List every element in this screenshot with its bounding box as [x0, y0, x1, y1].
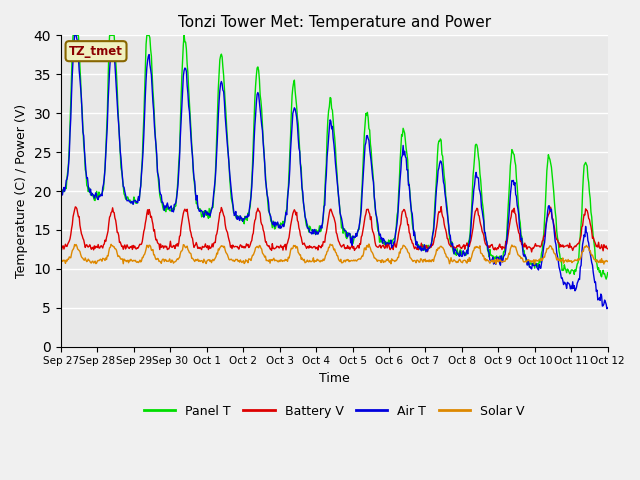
Air T: [67, 115, 75, 121]
Line: Battery V: Battery V: [61, 207, 608, 252]
Solar V: [401, 244, 409, 250]
Panel T: [602, 276, 610, 282]
Panel T: [69, 33, 77, 38]
Solar V: [179, 247, 186, 252]
Solar V: [365, 241, 372, 247]
Battery V: [124, 242, 131, 248]
Battery V: [179, 215, 186, 220]
Solar V: [67, 255, 75, 261]
Battery V: [417, 244, 424, 250]
Solar V: [531, 261, 538, 267]
Air T: [179, 73, 187, 79]
Battery V: [604, 246, 612, 252]
Panel T: [57, 184, 65, 190]
Air T: [209, 205, 216, 211]
Panel T: [124, 194, 132, 200]
Air T: [603, 306, 611, 312]
Battery V: [437, 204, 445, 210]
Air T: [401, 154, 409, 160]
Panel T: [417, 247, 425, 253]
Panel T: [179, 42, 187, 48]
Battery V: [57, 248, 65, 254]
Battery V: [207, 244, 215, 250]
Battery V: [401, 207, 408, 213]
Line: Air T: Air T: [61, 36, 608, 309]
Solar V: [417, 256, 425, 262]
Solar V: [124, 258, 131, 264]
Panel T: [401, 138, 409, 144]
Title: Tonzi Tower Met: Temperature and Power: Tonzi Tower Met: Temperature and Power: [178, 15, 491, 30]
Solar V: [207, 260, 215, 265]
X-axis label: Time: Time: [319, 372, 349, 385]
Solar V: [57, 257, 65, 263]
Line: Solar V: Solar V: [61, 244, 608, 264]
Battery V: [528, 249, 536, 255]
Air T: [124, 198, 132, 204]
Y-axis label: Temperature (C) / Power (V): Temperature (C) / Power (V): [15, 104, 28, 278]
Air T: [417, 248, 425, 254]
Air T: [604, 305, 612, 311]
Solar V: [604, 259, 612, 264]
Panel T: [67, 99, 75, 105]
Panel T: [209, 204, 216, 210]
Line: Panel T: Panel T: [61, 36, 608, 279]
Text: TZ_tmet: TZ_tmet: [69, 45, 123, 58]
Panel T: [604, 270, 612, 276]
Air T: [57, 192, 65, 198]
Legend: Panel T, Battery V, Air T, Solar V: Panel T, Battery V, Air T, Solar V: [139, 400, 529, 423]
Battery V: [67, 231, 75, 237]
Air T: [71, 33, 79, 38]
